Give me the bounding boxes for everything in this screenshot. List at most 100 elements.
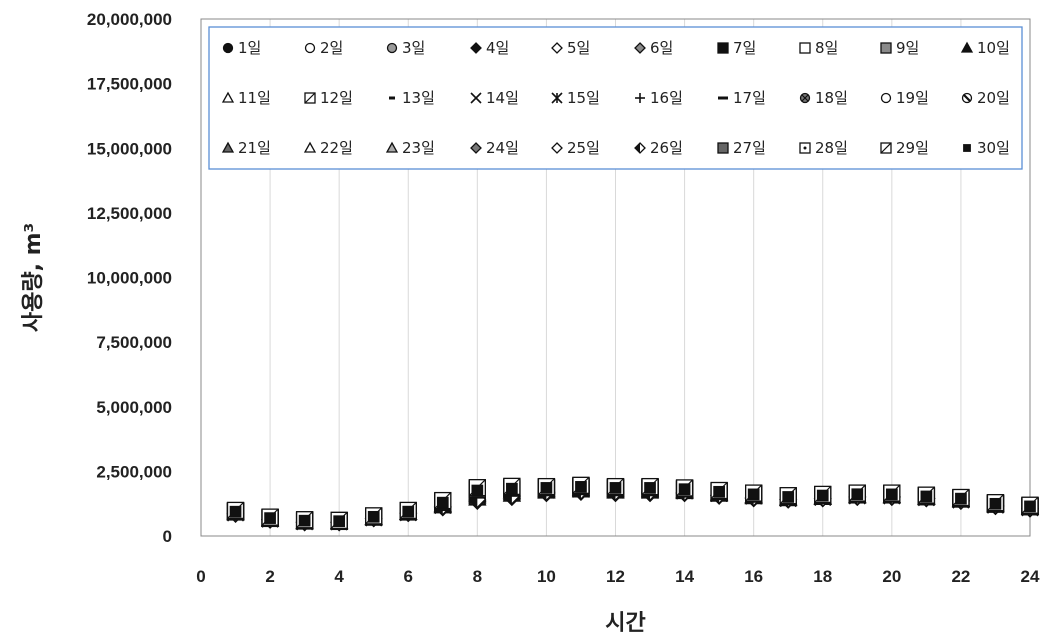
series-24 xyxy=(226,482,1039,532)
legend-label: 13일 xyxy=(402,89,435,107)
series-18 xyxy=(227,480,1038,530)
x-axis-title: 시간 xyxy=(605,611,645,636)
series-16 xyxy=(227,480,1038,530)
data-point xyxy=(851,488,864,501)
legend-entry: 25일 xyxy=(551,139,600,157)
series-6 xyxy=(226,482,1039,532)
legend-entry: 12일 xyxy=(304,89,353,107)
legend-entry: 21일 xyxy=(221,139,271,157)
y-tick-label: 2,500,000 xyxy=(96,462,172,481)
data-point xyxy=(333,515,346,528)
legend-entry: 29일 xyxy=(880,139,929,157)
legend-label: 8일 xyxy=(815,39,838,57)
data-point xyxy=(471,484,484,497)
y-tick-label: 12,500,000 xyxy=(87,204,172,223)
x-tick-label: 8 xyxy=(473,567,482,586)
legend-label: 12일 xyxy=(320,89,353,107)
series-5 xyxy=(226,481,1039,531)
series-1 xyxy=(227,480,1038,530)
series-27 xyxy=(226,477,1039,530)
plot-area xyxy=(200,18,1031,537)
data-point xyxy=(402,505,415,518)
data-point xyxy=(436,496,449,509)
y-axis-title: 사용량, m³ xyxy=(21,223,46,332)
data-point xyxy=(644,482,656,494)
x-tick-label: 0 xyxy=(196,567,205,586)
legend-label: 18일 xyxy=(815,89,848,107)
series-20 xyxy=(227,479,1038,529)
legend-entry: 19일 xyxy=(880,89,929,107)
legend-label: 11일 xyxy=(238,89,271,107)
series-13 xyxy=(230,487,1035,524)
legend-label: 16일 xyxy=(650,89,683,107)
series-15 xyxy=(226,480,1039,531)
series-4 xyxy=(226,483,1039,532)
legend-entry: 27일 xyxy=(717,139,766,157)
series-12 xyxy=(226,479,1039,531)
legend-label: 20일 xyxy=(977,89,1010,107)
legend-label: 25일 xyxy=(567,139,600,157)
data-point xyxy=(678,483,691,496)
legend-entry: 23일 xyxy=(385,139,435,157)
legend-label: 17일 xyxy=(733,89,766,107)
series-22 xyxy=(226,480,1040,530)
series-30 xyxy=(229,481,1036,528)
series-19 xyxy=(227,479,1038,530)
legend-entry: 9일 xyxy=(880,39,919,57)
y-tick-label: 7,500,000 xyxy=(96,333,172,352)
legend-entry: 14일 xyxy=(470,89,519,107)
legend-entry: 15일 xyxy=(551,89,600,107)
x-tick-label: 12 xyxy=(606,567,625,586)
data-point xyxy=(298,514,311,527)
y-tick-label: 10,000,000 xyxy=(87,269,172,288)
series-25 xyxy=(226,482,1039,532)
legend-entry: 17일 xyxy=(718,89,766,107)
legend-label: 6일 xyxy=(650,39,673,57)
data-point xyxy=(540,482,553,494)
legend-items: 1일 2일 3일 4일 5일 6일 7일 8일 9일 10일 11일 12일 13일 14일 15일 16일 1… xyxy=(221,39,1010,157)
y-axis-ticks: 0 2,500,000 5,000,000 7,500,000 10,000,000 12… xyxy=(87,10,172,546)
data-point xyxy=(782,491,795,503)
legend-entry: 18일 xyxy=(799,89,848,107)
legend-label: 2일 xyxy=(320,39,343,57)
data-point xyxy=(609,482,622,494)
series-9 xyxy=(226,477,1039,530)
data-point xyxy=(229,505,242,518)
x-axis-ticks: 0 2 4 6 8 10 12 14 16 18 20 22 24 xyxy=(196,567,1040,586)
legend: 1일 2일 3일 4일 5일 6일 7일 8일 9일 10일 11일 12일 13일 14일 15일 16일 1… xyxy=(208,26,1023,170)
series-10 xyxy=(226,481,1040,530)
legend-label: 19일 xyxy=(896,89,929,107)
legend-label: 4일 xyxy=(486,39,509,57)
data-points xyxy=(226,476,1040,532)
legend-entry: 22일 xyxy=(303,139,353,157)
data-point xyxy=(264,512,276,524)
legend-entry: 7일 xyxy=(717,39,756,57)
legend-entry: 5일 xyxy=(551,39,590,57)
series-26 xyxy=(226,481,1039,531)
series-23 xyxy=(226,479,1040,529)
legend-label: 27일 xyxy=(733,139,766,157)
data-point xyxy=(885,488,898,501)
x-tick-label: 20 xyxy=(882,567,901,586)
legend-entry: 8일 xyxy=(799,39,838,57)
y-tick-label: 5,000,000 xyxy=(96,398,172,417)
x-tick-label: 22 xyxy=(951,567,970,586)
y-tick-label: 20,000,000 xyxy=(87,10,172,29)
data-point xyxy=(955,492,967,505)
data-point xyxy=(816,489,829,502)
series-3 xyxy=(227,479,1038,530)
legend-entry: 11일 xyxy=(221,89,271,107)
legend-label: 1일 xyxy=(238,39,261,57)
data-point xyxy=(506,482,518,495)
legend-label: 22일 xyxy=(320,139,353,157)
legend-label: 29일 xyxy=(896,139,929,157)
y-tick-label: 15,000,000 xyxy=(87,139,172,158)
legend-entry: 28일 xyxy=(799,139,848,157)
x-tick-label: 2 xyxy=(265,567,274,586)
series-29 xyxy=(226,476,1039,530)
series-2 xyxy=(227,479,1038,529)
data-point xyxy=(1024,500,1036,513)
x-tick-label: 24 xyxy=(1021,567,1040,586)
legend-label: 7일 xyxy=(733,39,756,57)
